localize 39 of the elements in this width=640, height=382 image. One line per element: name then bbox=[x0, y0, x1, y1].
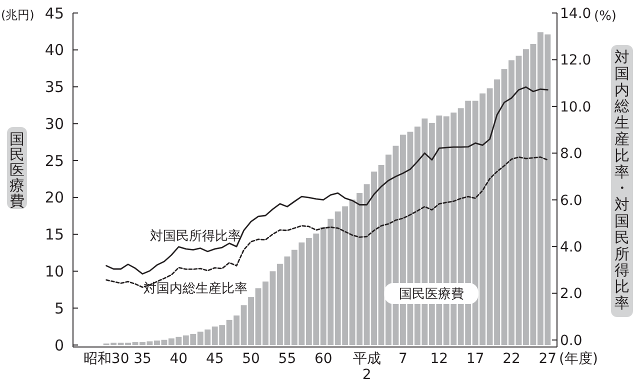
y2-tick-label: 8.0 bbox=[560, 146, 582, 162]
y-tick-label: 40 bbox=[44, 41, 64, 60]
y2-tick-label: 4.0 bbox=[560, 239, 582, 256]
y-tick-label: 20 bbox=[44, 188, 64, 207]
x-tick-label: 22 bbox=[502, 351, 520, 367]
series-label: 対国内総生産比率 bbox=[143, 280, 248, 297]
y2-tick-label: 0.0 bbox=[560, 332, 582, 349]
x-tick-label: 12 bbox=[430, 351, 448, 367]
y-tick-label: 30 bbox=[44, 114, 64, 133]
series-label: 対国民所得比率 bbox=[150, 228, 241, 244]
y2-tick-label: 14.0 bbox=[560, 6, 592, 22]
y2-tick-label: 6.0 bbox=[560, 192, 582, 209]
x-tick-label: 40 bbox=[170, 351, 188, 367]
x-tick-label: 35 bbox=[134, 351, 152, 367]
y-tick-label: 5 bbox=[54, 299, 64, 318]
y-tick-label: 35 bbox=[44, 78, 64, 96]
y2-tick-label: 12.0 bbox=[560, 52, 592, 69]
text: (%) bbox=[594, 9, 616, 24]
x-tick-label: 7 bbox=[398, 351, 408, 367]
series-label: 国民医療費 bbox=[398, 287, 464, 302]
x-tick-label: 27 bbox=[538, 351, 557, 367]
y-tick-label: 45 bbox=[44, 4, 64, 22]
text: (兆円) bbox=[1, 8, 34, 22]
x-tick-label: 平成 2 bbox=[352, 351, 381, 382]
x-tick-label: 昭和30 bbox=[83, 351, 130, 367]
y-tick-label: 25 bbox=[44, 152, 64, 170]
y-tick-label: 15 bbox=[44, 226, 64, 244]
x-tick-label: 45 bbox=[206, 351, 224, 367]
y-tick-label: 10 bbox=[44, 262, 64, 280]
x-tick-label: 60 bbox=[314, 351, 332, 367]
x-axis-title: (年度) bbox=[559, 351, 598, 367]
line-series bbox=[106, 86, 548, 275]
y2-tick-label: 2.0 bbox=[560, 286, 582, 302]
x-tick-label: 50 bbox=[242, 351, 260, 367]
x-tick-label: 17 bbox=[466, 351, 484, 367]
x-tick-label: 55 bbox=[278, 351, 296, 367]
text: 対国内総生産比率・対国民所得比率 bbox=[614, 48, 630, 312]
y2-tick-label: 10.0 bbox=[560, 99, 592, 116]
y-tick-label: 0 bbox=[54, 336, 64, 354]
